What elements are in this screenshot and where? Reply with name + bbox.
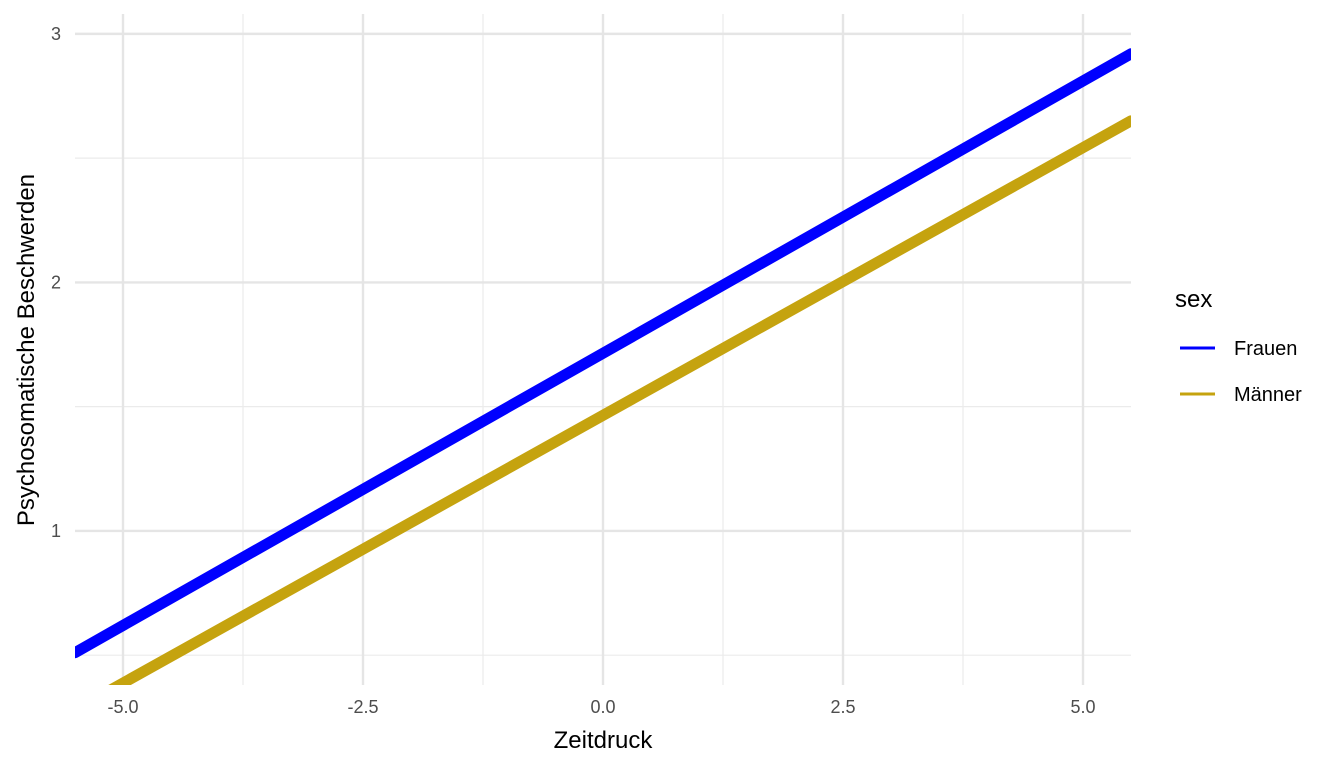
major-gridlines [75,14,1131,685]
y-tick-label: 3 [51,24,61,44]
legend-title: sex [1175,286,1212,313]
y-tick-label: 1 [51,521,61,541]
legend-label-männer: Männer [1234,384,1302,406]
legend-items: Frauen Männer [1180,338,1302,406]
x-tick-label: 5.0 [1070,697,1095,717]
x-tick-label: 2.5 [830,697,855,717]
series-line-frauen [75,48,1131,659]
x-axis-title: Zeitdruck [554,727,654,754]
series-lines [75,48,1131,685]
x-tick-labels: -5.0 -2.5 0.0 2.5 5.0 [107,697,1095,717]
y-tick-labels: 1 2 3 [51,24,61,541]
series-line-männer [108,115,1131,685]
y-tick-label: 2 [51,272,61,292]
y-axis-title: Psychosomatische Beschwerden [13,174,40,526]
x-tick-label: -2.5 [347,697,378,717]
legend-label-frauen: Frauen [1234,338,1297,360]
legend: sex Frauen Männer [1175,286,1302,406]
x-tick-label: 0.0 [590,697,615,717]
x-tick-label: -5.0 [107,697,138,717]
